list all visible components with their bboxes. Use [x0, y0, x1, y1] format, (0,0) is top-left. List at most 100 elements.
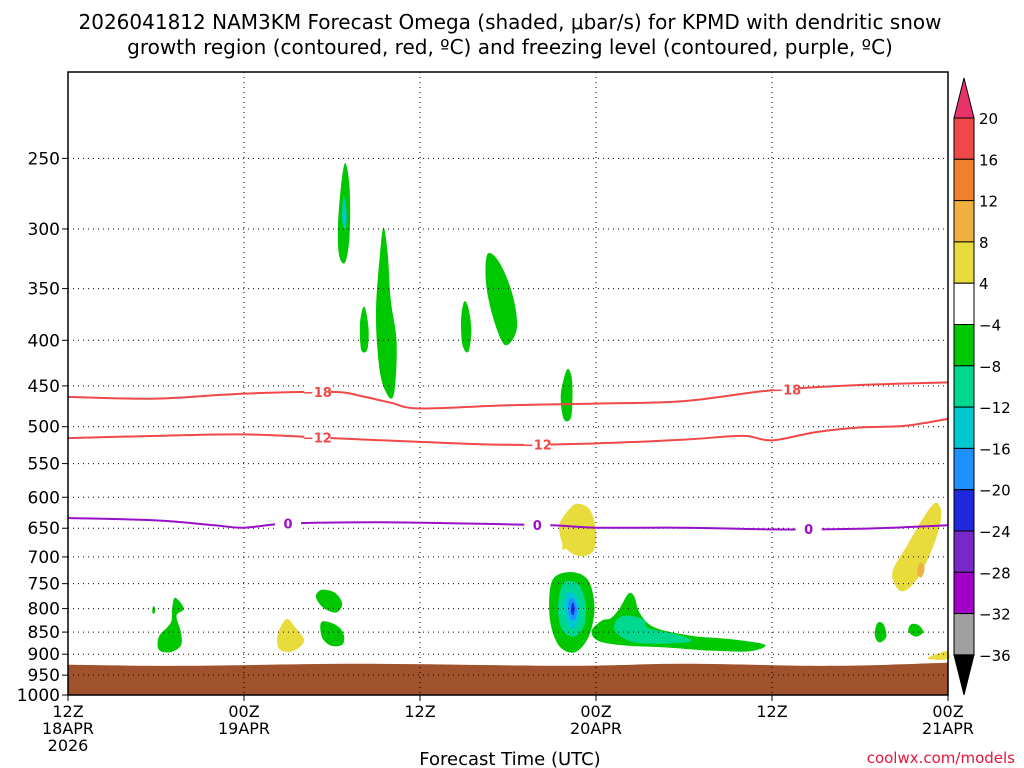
y-tick-label-600: 600 [28, 488, 60, 508]
y-tick-label-250: 250 [28, 149, 60, 169]
colorbar-box-5 [953, 282, 975, 326]
omega-region-22 [908, 623, 924, 637]
contour-label-0-1: 0 [533, 519, 542, 534]
x-tick-label-24-0: 12Z [404, 702, 435, 721]
x-tick-label-12-0: 00Z [228, 702, 259, 721]
terrain-below-ground [68, 662, 948, 695]
colorbar-box-11 [953, 530, 975, 573]
colorbar-label-10: −24 [979, 523, 1011, 541]
colorbar-label-7: −12 [979, 399, 1011, 417]
credit-text: coolwx.com/models [867, 749, 1015, 767]
contour-label-bg-0-0 [275, 515, 301, 532]
omega-region-24 [917, 562, 925, 578]
contour-label--12-1: −12 [523, 438, 552, 453]
colorbar-box-8 [953, 406, 975, 449]
colorbar-box-12 [953, 571, 975, 615]
colorbar-label-2: 12 [979, 193, 998, 211]
contour-line--18 [67, 381, 949, 410]
omega-region-16 [315, 589, 343, 613]
colorbar-label-4: 4 [979, 275, 989, 293]
y-tick-label-650: 650 [28, 519, 60, 539]
y-tick-label-1000: 1000 [17, 686, 60, 706]
colorbar-bottom-arrow [953, 654, 975, 696]
y-tick-label-350: 350 [28, 280, 60, 300]
colorbar-box-13 [953, 613, 975, 656]
contour-label--18-0: −18 [303, 386, 332, 401]
x-tick-label-48-0: 12Z [756, 702, 787, 721]
x-tick-label-60-0: 00Z [932, 702, 963, 721]
colorbar-label-11: −28 [979, 564, 1011, 582]
x-tick-label-0-2: 2026 [48, 736, 89, 755]
chart-title-line-1: 2026041812 NAM3KM Forecast Omega (shaded… [79, 10, 942, 34]
contour-line-0 [67, 517, 949, 531]
contour-label-bg--18-1 [773, 381, 800, 398]
contour-label--18-1: −18 [772, 383, 801, 398]
colorbar-box-3 [953, 200, 975, 243]
x-tick-label-0-1: 18APR [42, 719, 94, 738]
axes: 2503003504004505005506006507007508008509… [17, 71, 974, 755]
contour-label-0-0: 0 [283, 517, 292, 532]
colorbar-box-9 [953, 447, 975, 491]
colorbar: 20 16 12 8 4 −4 −8 −12 −16 −20 −24 −28 −32 −36 [953, 77, 1011, 696]
contour-label-0-2: 0 [804, 523, 813, 538]
x-tick-label-12-1: 19APR [218, 719, 270, 738]
x-axis-label: Forecast Time (UTC) [419, 749, 600, 768]
omega-region-17 [320, 621, 345, 647]
x-tick-label-0-0: 12Z [52, 702, 83, 721]
omega-region-13 [571, 602, 575, 616]
y-tick-label-900: 900 [28, 645, 60, 665]
omega-region-25 [927, 650, 950, 660]
contour-label-bg--18-0 [304, 384, 331, 401]
contour-label-bg--12-0 [304, 429, 331, 446]
y-tick-label-850: 850 [28, 623, 60, 643]
x-tick-label-36-0: 00Z [580, 702, 611, 721]
y-tick-label-750: 750 [28, 575, 60, 595]
contour-label-bg-0-1 [524, 516, 551, 533]
contour-label-bg-0-2 [795, 521, 822, 538]
colorbar-label-13: −36 [979, 647, 1011, 665]
colorbar-box-6 [953, 324, 975, 367]
contour-line--12 [67, 417, 949, 446]
omega-region-5 [485, 252, 518, 346]
colorbar-label-5: −4 [979, 317, 1001, 335]
colorbar-box-2 [953, 158, 975, 202]
colorbar-label-0: 20 [979, 110, 998, 128]
y-tick-label-500: 500 [28, 418, 60, 438]
omega-region-2 [375, 227, 397, 399]
colorbar-box-10 [953, 489, 975, 532]
plot-area: −18 −18 −12 −12 0 0 0 [67, 72, 950, 696]
y-tick-label-400: 400 [28, 331, 60, 351]
omega-region-6 [560, 368, 573, 422]
omega-region-3 [359, 306, 369, 353]
y-tick-label-700: 700 [28, 548, 60, 568]
contour-label--12-0: −12 [303, 432, 332, 447]
colorbar-box-4 [953, 241, 975, 284]
y-tick-label-550: 550 [28, 455, 60, 475]
omega-region-21 [874, 621, 887, 643]
omega-region-15 [614, 615, 692, 644]
colorbar-label-3: 8 [979, 234, 989, 252]
chart-title-line-2: growth region (contoured, red, ºC) and f… [127, 35, 893, 59]
omega-region-19 [152, 606, 156, 614]
colorbar-box-7 [953, 365, 975, 408]
omega-region-23 [892, 502, 942, 592]
x-tick-label-36-1: 20APR [570, 719, 622, 738]
omega-region-4 [461, 301, 472, 353]
colorbar-label-6: −8 [979, 358, 1001, 376]
y-tick-label-300: 300 [28, 220, 60, 240]
colorbar-top-arrow [953, 77, 975, 119]
x-tick-label-60-1: 21APR [922, 719, 974, 738]
colorbar-label-1: 16 [979, 151, 998, 169]
omega-region-18 [157, 597, 184, 653]
contour-label-bg--12-1 [524, 436, 551, 453]
colorbar-label-12: −32 [979, 606, 1011, 624]
colorbar-label-9: −20 [979, 482, 1011, 500]
y-tick-label-950: 950 [28, 666, 60, 686]
omega-region-20 [277, 618, 305, 652]
omega-region-7 [559, 503, 597, 557]
y-tick-label-450: 450 [28, 377, 60, 397]
colorbar-label-8: −16 [979, 440, 1011, 458]
omega-region-8 [562, 535, 566, 550]
y-tick-label-800: 800 [28, 600, 60, 620]
